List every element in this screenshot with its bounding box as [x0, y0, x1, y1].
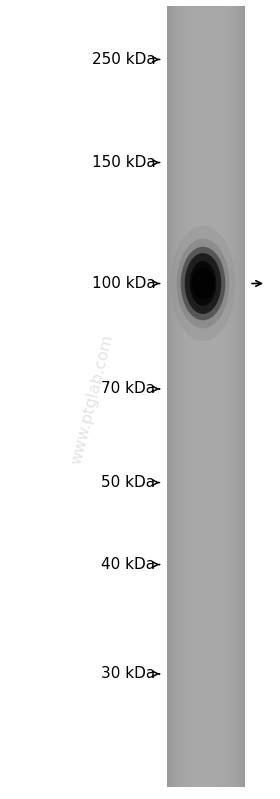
Text: 50 kDa: 50 kDa [101, 475, 155, 490]
Bar [188, 6, 190, 787]
Bar [167, 6, 169, 787]
Bar [202, 6, 204, 787]
Bar [223, 6, 225, 787]
Bar [184, 6, 186, 787]
Bar [192, 6, 194, 787]
Bar [231, 6, 233, 787]
Bar [235, 6, 237, 787]
Bar [176, 6, 178, 787]
Bar [200, 6, 202, 787]
Bar [196, 6, 198, 787]
Bar [198, 6, 200, 787]
Bar [216, 6, 218, 787]
Ellipse shape [190, 261, 216, 306]
Text: 150 kDa: 150 kDa [92, 155, 155, 170]
Ellipse shape [181, 247, 225, 320]
Bar [229, 6, 231, 787]
Bar [210, 6, 212, 787]
Bar [241, 6, 243, 787]
Bar [225, 6, 227, 787]
Bar [172, 6, 174, 787]
Ellipse shape [177, 239, 229, 328]
Bar [186, 6, 188, 787]
Bar [239, 6, 241, 787]
Bar [214, 6, 216, 787]
Ellipse shape [192, 268, 214, 300]
Bar [208, 6, 210, 787]
Text: 100 kDa: 100 kDa [92, 276, 155, 291]
Bar [167, 6, 245, 787]
Bar [204, 6, 206, 787]
Bar [178, 6, 180, 787]
Bar [171, 6, 172, 787]
Ellipse shape [171, 226, 235, 341]
Bar [233, 6, 235, 787]
Text: 40 kDa: 40 kDa [101, 557, 155, 572]
Text: 250 kDa: 250 kDa [92, 52, 155, 67]
Bar [221, 6, 223, 787]
Bar [206, 6, 208, 787]
Text: 70 kDa: 70 kDa [101, 381, 155, 396]
Bar [169, 6, 171, 787]
Bar [212, 6, 214, 787]
Bar [194, 6, 196, 787]
Bar [227, 6, 229, 787]
Ellipse shape [185, 253, 221, 314]
Text: 30 kDa: 30 kDa [101, 666, 155, 682]
Bar [174, 6, 176, 787]
Bar [182, 6, 184, 787]
Bar [190, 6, 192, 787]
Bar [218, 6, 220, 787]
Bar [220, 6, 221, 787]
Bar [243, 6, 245, 787]
Bar [237, 6, 239, 787]
Bar [180, 6, 182, 787]
Text: www.ptglab.com: www.ptglab.com [69, 333, 116, 466]
